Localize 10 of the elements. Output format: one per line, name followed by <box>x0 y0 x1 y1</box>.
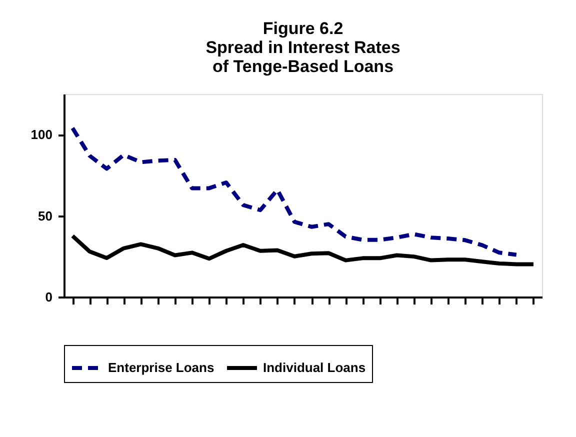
text: Figure 6.2 <box>262 19 344 38</box>
text: Spread in Interest Rates <box>206 38 400 57</box>
line-series <box>70 234 536 266</box>
text: of Tenge-Based Loans <box>212 57 394 76</box>
y-tick-label: 0 <box>45 290 52 304</box>
line-series <box>70 126 518 257</box>
legend-label: Individual Loans <box>263 360 366 375</box>
y-tick-label: 100 <box>30 127 52 142</box>
y-tick-label: 50 <box>38 208 52 224</box>
legend-label: Enterprise Loans <box>108 360 214 375</box>
